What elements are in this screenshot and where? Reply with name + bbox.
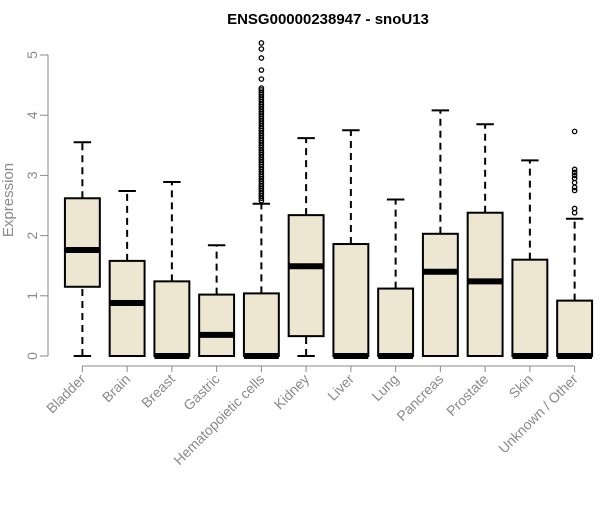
outlier-point bbox=[571, 169, 578, 176]
y-tick-label: 0 bbox=[24, 352, 40, 360]
box-iqr bbox=[242, 292, 280, 357]
outlier-point bbox=[258, 197, 265, 204]
box-lung bbox=[377, 198, 415, 359]
box-iqr bbox=[556, 299, 594, 357]
x-tick-label: Gastric bbox=[180, 371, 223, 414]
box-iqr bbox=[63, 197, 101, 288]
box-series bbox=[63, 40, 594, 359]
x-tick-label: Liver bbox=[324, 371, 357, 404]
box-pancreas bbox=[421, 109, 459, 358]
box-hematopoietic-cells bbox=[242, 40, 280, 359]
box-iqr bbox=[287, 214, 325, 338]
box-iqr bbox=[421, 232, 459, 358]
outlier-point bbox=[571, 184, 578, 191]
box-brain bbox=[108, 190, 146, 357]
y-tick-label: 3 bbox=[24, 171, 40, 179]
box-iqr bbox=[466, 211, 504, 357]
outlier-point bbox=[258, 195, 265, 202]
outlier-point bbox=[571, 187, 578, 194]
outlier-point bbox=[258, 40, 265, 46]
box-iqr bbox=[332, 243, 370, 357]
outlier-point bbox=[258, 76, 265, 82]
y-axis-label: Expression bbox=[0, 163, 17, 237]
y-axis: 0 1 2 3 4 5 bbox=[24, 51, 49, 360]
x-tick-label: Lung bbox=[368, 371, 401, 404]
box-prostate bbox=[466, 123, 504, 357]
box-bladder bbox=[63, 141, 101, 357]
outlier-point bbox=[258, 55, 265, 61]
outlier-point bbox=[258, 46, 265, 52]
box-gastric bbox=[198, 244, 236, 358]
box-iqr bbox=[198, 293, 236, 358]
outlier-point bbox=[571, 172, 578, 179]
y-tick-label: 1 bbox=[24, 292, 40, 300]
box-iqr bbox=[153, 280, 191, 357]
outlier-point bbox=[571, 166, 578, 173]
y-tick-label: 5 bbox=[24, 51, 40, 59]
x-tick-label: Pancreas bbox=[393, 371, 446, 424]
box-liver bbox=[332, 129, 370, 359]
box-iqr bbox=[511, 258, 549, 357]
box-breast bbox=[153, 181, 191, 359]
x-tick-label: Skin bbox=[505, 371, 536, 402]
x-tick-label: Brain bbox=[99, 371, 133, 405]
box-iqr bbox=[377, 287, 415, 357]
x-tick-label: Unknown / Other bbox=[495, 371, 581, 457]
x-tick-label: Breast bbox=[138, 371, 178, 411]
box-unknown-other bbox=[556, 128, 594, 359]
outlier-point bbox=[571, 209, 578, 216]
outlier-point bbox=[571, 128, 578, 135]
outlier-point bbox=[258, 67, 265, 73]
x-tick-label: Prostate bbox=[443, 371, 491, 419]
x-tick-label: Bladder bbox=[43, 371, 89, 417]
box-skin bbox=[511, 159, 549, 359]
box-iqr bbox=[108, 259, 146, 357]
chart-title: ENSG00000238947 - snoU13 bbox=[227, 11, 429, 28]
y-tick-label: 4 bbox=[24, 111, 40, 119]
y-tick-label: 2 bbox=[24, 231, 40, 239]
box-kidney bbox=[287, 137, 325, 357]
x-tick-label: Kidney bbox=[271, 371, 313, 413]
